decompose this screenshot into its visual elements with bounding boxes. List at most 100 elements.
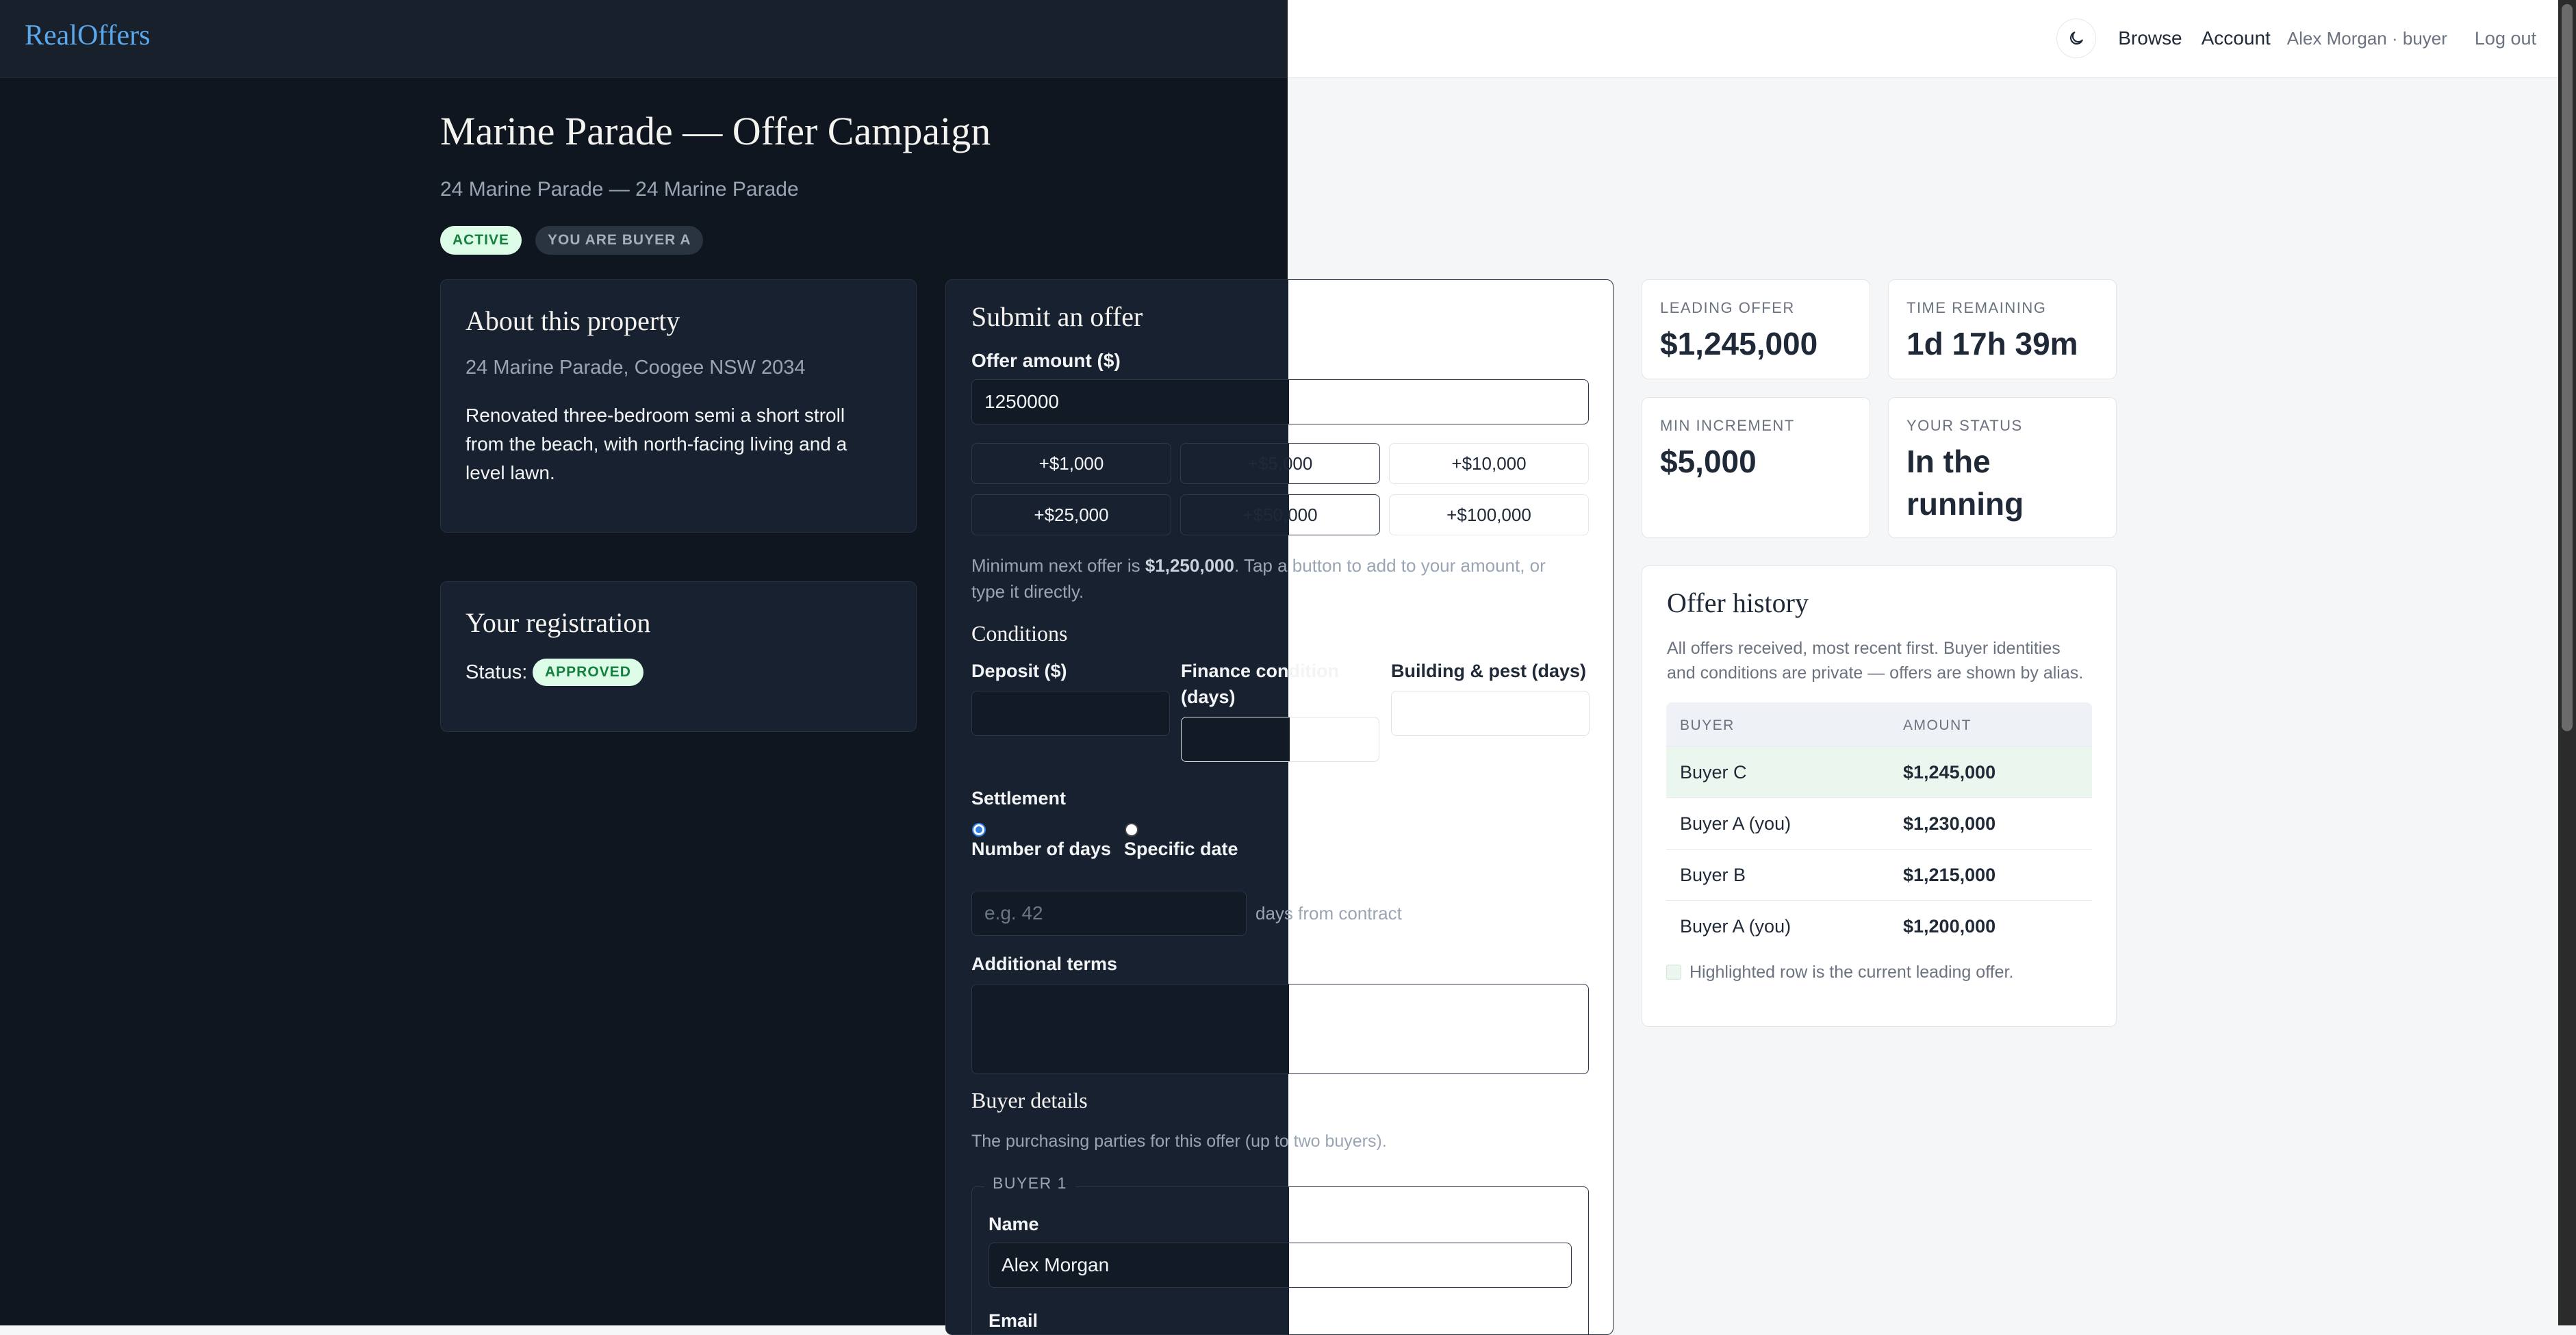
hint-post: . Tap a button to add to your amount, or <box>1234 555 1546 576</box>
buyer-details-desc-text: The purchasing parties for this offer (u… <box>971 1132 1387 1151</box>
your-status-label: YOUR STATUS <box>1907 417 2023 434</box>
row-buyer: Buyer C <box>1680 762 1747 783</box>
page-scrollbar[interactable] <box>2558 0 2576 1325</box>
additional-terms-textarea[interactable] <box>971 984 1589 1074</box>
history-legend: Highlighted row is the current leading o… <box>1666 963 2013 982</box>
row-amount: $1,200,000 <box>1903 916 1996 937</box>
increment-25000-button[interactable]: +$25,000 <box>971 494 1171 535</box>
registration-card: Your registration Status: APPROVED <box>440 581 917 732</box>
settlement-days-input[interactable]: e.g. 42 <box>971 891 1247 936</box>
offer-history-desc-1: All offers received, most recent first. … <box>1667 639 2061 658</box>
radio-unselected-icon <box>1125 823 1138 837</box>
building-pest-label: Building & pest (days) <box>1391 661 1587 681</box>
finance-label-line-2: (days) <box>1181 687 1236 707</box>
property-address: 24 Marine Parade, Coogee NSW 2034 <box>466 357 806 379</box>
radio-date[interactable] <box>1124 822 1139 837</box>
radio-days-label[interactable]: Number of days <box>971 839 1112 859</box>
role-badge: YOU ARE BUYER A <box>535 226 704 255</box>
leading-offer-label: LEADING OFFER <box>1660 299 1795 316</box>
row-buyer: Buyer A (you) <box>1680 813 1791 834</box>
nav-browse-link[interactable]: Browse <box>2118 27 2182 49</box>
conditions-heading: Conditions <box>971 621 1068 646</box>
row-amount: $1,215,000 <box>1903 865 1996 885</box>
days-suffix: days from contract <box>1255 903 1402 924</box>
radio-selected-icon <box>972 823 986 837</box>
page-title: Marine Parade — Offer Campaign <box>440 109 991 153</box>
increment-5000-button[interactable]: +$5,000 <box>1180 443 1380 484</box>
min-increment-label: MIN INCREMENT <box>1660 417 1795 434</box>
days-suffix-text: days from contract <box>1255 903 1402 924</box>
top-nav: Browse Account Alex Morgan · buyer Log o… <box>2056 18 2536 58</box>
nav-account-link[interactable]: Account <box>2201 27 2271 49</box>
table-row: Buyer A (you) $1,230,000 <box>1666 798 2092 850</box>
moon-icon <box>2070 31 2083 45</box>
history-legend-text: Highlighted row is the current leading o… <box>1689 963 2014 982</box>
nav-user-label: Alex Morgan · buyer <box>2286 27 2447 49</box>
registration-status-badge: APPROVED <box>533 659 643 686</box>
table-row-leading: Buyer C $1,245,000 <box>1666 747 2092 798</box>
about-property-heading: About this property <box>466 305 680 336</box>
min-increment-value: $5,000 <box>1660 444 1757 479</box>
min-offer-hint-line-2: type it directly. <box>971 581 1084 602</box>
settlement-label: Settlement <box>971 788 1067 809</box>
increment-1000-button[interactable]: +$1,000 <box>971 443 1171 484</box>
hint-min-amount: $1,250,000 <box>1145 555 1234 576</box>
offer-history-desc-2: and conditions are private — offers are … <box>1667 663 2084 683</box>
offer-amount-input[interactable]: 1250000 <box>971 379 1589 424</box>
campaign-badges: ACTIVE YOU ARE BUYER A <box>440 226 704 255</box>
leading-offer-value: $1,245,000 <box>1660 326 1818 361</box>
row-amount: $1,230,000 <box>1903 813 1996 834</box>
col-amount-header: AMOUNT <box>1903 717 1972 733</box>
deposit-input[interactable] <box>971 691 1170 736</box>
min-increment-card: MIN INCREMENT $5,000 <box>1642 397 1870 538</box>
increment-50000-button[interactable]: +$50,000 <box>1180 494 1380 535</box>
brand-logo[interactable]: RealOffers <box>25 20 151 51</box>
min-offer-hint: Minimum next offer is $1,250,000. Tap a … <box>971 555 1546 576</box>
property-desc-line-3: level lawn. <box>466 462 555 483</box>
buyer-1-legend: BUYER 1 <box>984 1174 1075 1193</box>
table-row: Buyer B $1,215,000 <box>1666 850 2092 901</box>
registration-status-label: Status: <box>466 661 528 683</box>
increment-10000-button[interactable]: +$10,000 <box>1389 443 1589 484</box>
theme-toggle-button[interactable] <box>2056 18 2097 58</box>
your-status-value-line-1: In the <box>1907 444 1991 479</box>
top-header-dark-half <box>0 0 1288 78</box>
table-row: Buyer A (you) $1,200,000 <box>1666 901 2092 952</box>
property-desc-line-1: Renovated three-bedroom semi a short str… <box>466 405 845 426</box>
col-buyer-header: BUYER <box>1680 717 1735 733</box>
building-pest-input[interactable] <box>1391 691 1590 736</box>
name-label: Name <box>989 1214 1039 1234</box>
time-remaining-label: TIME REMAINING <box>1907 299 2047 316</box>
row-buyer: Buyer A (you) <box>1680 916 1791 937</box>
logout-button[interactable]: Log out <box>2474 27 2536 49</box>
email-label: Email <box>989 1310 1038 1331</box>
hint-pre: Minimum next offer is <box>971 555 1145 576</box>
additional-terms-label: Additional terms <box>971 954 1118 974</box>
offer-history-heading: Offer history <box>1667 587 1809 618</box>
name-input[interactable]: Alex Morgan <box>989 1243 1572 1288</box>
buyer-details-desc: The purchasing parties for this offer (u… <box>971 1132 1387 1152</box>
row-amount: $1,245,000 <box>1903 762 1996 783</box>
finance-label-line-1: Finance condition <box>1181 661 1340 681</box>
about-property-card: About this property 24 Marine Parade, Co… <box>440 279 917 533</box>
page-subtitle: 24 Marine Parade — 24 Marine Parade <box>440 178 799 201</box>
finance-days-input[interactable] <box>1181 717 1379 762</box>
your-status-value-line-2: running <box>1907 486 2024 522</box>
offer-amount-label: Offer amount ($) <box>971 350 1121 371</box>
time-remaining-card: TIME REMAINING 1d 17h 39m <box>1888 279 2117 379</box>
buyer-details-heading: Buyer details <box>971 1088 1088 1112</box>
increment-100000-button[interactable]: +$100,000 <box>1389 494 1589 535</box>
offer-history-table: BUYER AMOUNT Buyer C $1,245,000 Buyer A … <box>1666 702 2092 952</box>
your-status-card: YOUR STATUS In the running <box>1888 397 2117 538</box>
scrollbar-thumb[interactable] <box>2562 4 2573 731</box>
deposit-label: Deposit ($) <box>971 661 1067 681</box>
row-buyer: Buyer B <box>1680 865 1746 885</box>
time-remaining-value: 1d 17h 39m <box>1907 326 2078 361</box>
property-desc-line-2: from the beach, with north-facing living… <box>466 433 847 455</box>
status-badge: ACTIVE <box>440 226 522 255</box>
radio-days[interactable] <box>971 822 986 837</box>
submit-offer-card: Submit an offer Offer amount ($) 1250000… <box>945 279 1614 1335</box>
radio-date-label[interactable]: Specific date <box>1124 839 1238 859</box>
table-header: BUYER AMOUNT <box>1666 702 2092 747</box>
leading-offer-card: LEADING OFFER $1,245,000 <box>1642 279 1870 379</box>
